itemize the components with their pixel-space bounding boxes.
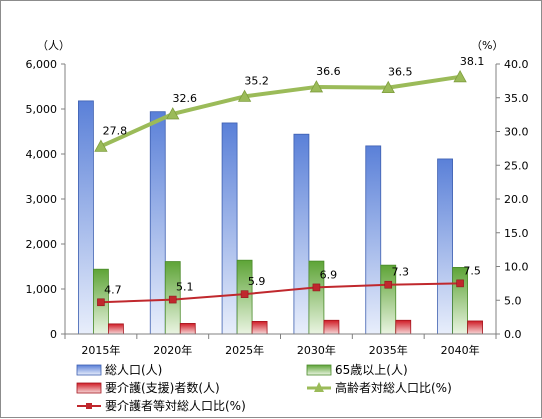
total-population-bar [437, 158, 453, 335]
right-axis-tick-label: 10.0 [504, 261, 529, 274]
right-axis-tick-label: 20.0 [504, 193, 529, 206]
elderly-ratio-data-label: 35.2 [244, 74, 269, 87]
care-ratio-marker [168, 295, 177, 304]
care-ratio-line [100, 282, 461, 304]
x-axis-tick-label: 2015年 [81, 343, 120, 357]
elderly-ratio-data-label: 27.8 [103, 124, 128, 137]
care-recipients-bar [467, 320, 483, 335]
elderly-ratio-marker [453, 69, 467, 83]
care-ratio-data-label: 7.3 [392, 266, 410, 279]
elderly-ratio-line [100, 74, 461, 149]
left-axis-tick-label: 2,000 [26, 238, 58, 251]
left-axis-tick-label: 6,000 [26, 58, 58, 71]
legend-total-population-swatch [76, 364, 102, 376]
elderly-ratio-data-label: 36.6 [316, 65, 341, 78]
left-axis-unit: （人） [37, 39, 70, 52]
care-ratio-data-label: 7.5 [463, 264, 481, 277]
elderly-ratio-marker [237, 89, 252, 102]
x-axis-tick-label: 2025年 [225, 343, 264, 357]
left-axis-tick-label: 5,000 [26, 103, 58, 116]
care-ratio-marker [312, 283, 321, 292]
elderly-ratio-data-label: 32.6 [173, 92, 198, 105]
care-ratio-marker [384, 280, 393, 289]
left-axis-tick-label: 4,000 [26, 148, 58, 161]
total-population-bar [293, 133, 310, 335]
care-ratio-data-label: 5.1 [176, 281, 194, 294]
x-axis-tick-label: 2035年 [369, 343, 408, 357]
care-ratio-data-label: 4.7 [104, 283, 122, 296]
care-ratio-marker [240, 290, 249, 298]
care-ratio-data-label: 5.9 [248, 275, 266, 288]
x-axis-tick-label: 2030年 [297, 343, 336, 357]
care-recipients-bar [251, 320, 268, 335]
elderly-ratio-marker [381, 80, 395, 94]
care-recipients-bar [179, 323, 196, 335]
legend-elderly-ratio-label: 高齢者対総人口比(%) [335, 380, 452, 395]
legend-total-population-label: 総人口(人) [105, 363, 162, 377]
elderly-ratio-data-label: 38.1 [460, 55, 485, 68]
care-recipients-bar [395, 319, 412, 335]
care-recipients-bar [323, 319, 340, 335]
left-axis-tick-label: 3,000 [26, 193, 58, 206]
total-population-bar [365, 145, 382, 335]
legend-care-ratio-label: 要介護者等対総人口比(%) [105, 398, 246, 413]
care-ratio-data-label: 6.9 [320, 268, 338, 281]
legend-age-65-plus-label: 65歳以上(人) [335, 363, 408, 377]
left-axis-tick-label: 0 [50, 328, 57, 341]
legend-care-recipients-label: 要介護(支援)者数(人) [105, 380, 220, 395]
right-axis-tick-label: 40.0 [504, 58, 529, 71]
right-axis-unit: （%） [471, 39, 503, 52]
care-ratio-marker [456, 279, 464, 288]
legend-elderly-ratio-marker [314, 382, 324, 392]
total-population-bar [221, 122, 238, 335]
age-65-plus-bar [452, 266, 468, 335]
right-axis-tick-label: 35.0 [504, 92, 529, 105]
legend-care-recipients-swatch [76, 382, 102, 394]
right-axis-tick-label: 25.0 [504, 159, 529, 172]
care-ratio-marker [97, 298, 105, 307]
right-axis-tick-label: 0.0 [504, 328, 522, 341]
total-population-bar [78, 100, 94, 335]
right-axis-tick-label: 5.0 [504, 294, 522, 307]
legend-care-ratio-marker [86, 403, 92, 409]
right-axis-tick-label: 15.0 [504, 227, 529, 240]
elderly-ratio-data-label: 36.5 [388, 66, 413, 79]
elderly-ratio-marker [309, 80, 324, 93]
elderly-ratio-marker [94, 139, 108, 152]
right-axis-tick-label: 30.0 [504, 126, 529, 139]
care-recipients-bar [108, 323, 124, 335]
legend-age-65-plus-swatch [306, 364, 332, 376]
left-axis-tick-label: 1,000 [26, 283, 58, 296]
elderly-ratio-marker [166, 107, 180, 120]
x-axis-tick-label: 2020年 [153, 343, 192, 357]
x-axis-tick-label: 2040年 [441, 343, 480, 357]
